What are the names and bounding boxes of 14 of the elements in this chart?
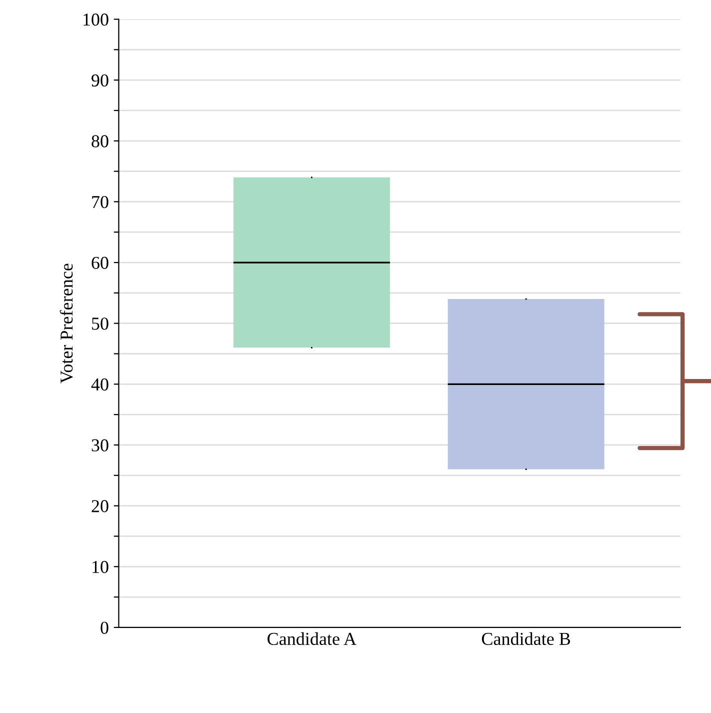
y-tick-label: 30	[92, 439, 108, 452]
y-tick-label: 40	[91, 378, 108, 391]
y-tick-label: 70	[92, 196, 108, 208]
y-tick-label: 60	[92, 256, 108, 269]
y-tick-label: 90	[92, 74, 108, 87]
y-tick-label: 50	[92, 318, 108, 330]
y-tick-label: 0	[100, 622, 108, 634]
y-axis-title: Voter Preference	[60, 264, 73, 384]
x-tick-label: Candidate A	[268, 632, 356, 646]
y-tick-label: 100	[84, 14, 108, 26]
y-tick-label: 20	[92, 500, 108, 512]
y-tick-label: 80	[92, 135, 108, 148]
y-tick-label: 10	[92, 560, 108, 574]
x-tick-label: Candidate B	[482, 632, 570, 646]
